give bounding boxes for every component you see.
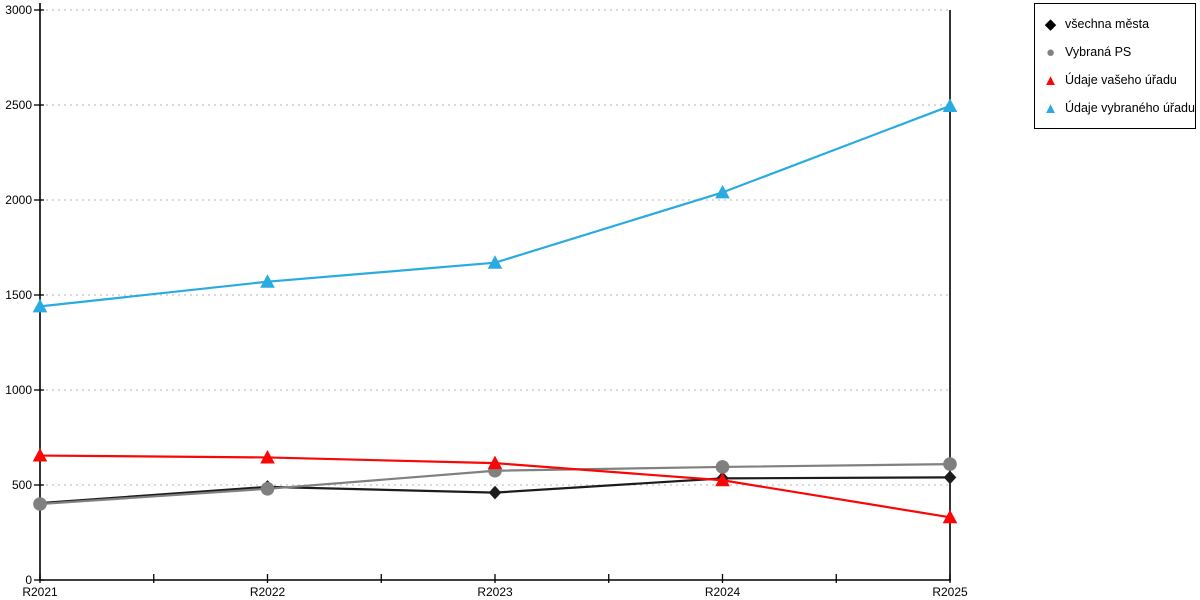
- triangle-marker: [942, 509, 958, 524]
- circle-marker: [33, 497, 47, 511]
- y-tick-label: 0: [25, 573, 32, 587]
- legend-item: ◆ všechna města: [1042, 10, 1189, 38]
- circle-marker: [943, 457, 957, 471]
- legend-label: všechna města: [1065, 17, 1150, 31]
- triangle-marker: [260, 449, 275, 464]
- triangle-marker: [487, 255, 503, 269]
- circle-marker: [260, 482, 275, 496]
- x-tick-label: R2022: [250, 585, 286, 599]
- y-tick-label: 1500: [5, 288, 32, 302]
- y-tick-label: 2000: [5, 193, 32, 207]
- triangle-marker: [260, 274, 275, 288]
- diamond-icon: ◆: [1044, 15, 1057, 33]
- legend-item: ▲ Údaje vašeho úřadu: [1042, 66, 1189, 94]
- legend-label: Vybraná PS: [1065, 45, 1132, 59]
- series-line-3: [38, 104, 952, 308]
- triangle-marker: [715, 472, 730, 487]
- legend-label: Údaje vašeho úřadu: [1065, 73, 1177, 87]
- x-tick-label: R2021: [22, 585, 58, 599]
- y-tick-label: 2500: [5, 98, 32, 112]
- y-tick-label: 3000: [5, 3, 32, 17]
- y-tick-label: 1000: [5, 383, 32, 397]
- legend-item: ▲ Údaje vybraného úřadu: [1042, 94, 1195, 122]
- circle-marker: [715, 460, 730, 474]
- diamond-marker: [943, 470, 957, 485]
- triangle-icon: ▲: [1043, 99, 1058, 117]
- diamond-marker: [488, 485, 502, 500]
- triangle-marker: [715, 184, 730, 199]
- y-tick-label: 500: [12, 478, 32, 492]
- x-tick-label: R2024: [705, 585, 741, 599]
- chart-legend: ◆ všechna města ● Vybraná PS ▲ Údaje vašeho ú…: [1034, 3, 1196, 129]
- triangle-marker: [487, 455, 503, 470]
- legend-item: ● Vybraná PS: [1042, 38, 1189, 66]
- x-tick-label: R2023: [477, 585, 513, 599]
- triangle-marker: [942, 98, 958, 112]
- triangle-icon: ▲: [1043, 71, 1058, 89]
- circle-icon: ●: [1045, 43, 1056, 61]
- legend-label: Údaje vybraného úřadu: [1065, 101, 1195, 115]
- triangle-marker: [32, 448, 48, 462]
- triangle-marker: [32, 298, 48, 313]
- x-tick-label: R2025: [932, 585, 968, 599]
